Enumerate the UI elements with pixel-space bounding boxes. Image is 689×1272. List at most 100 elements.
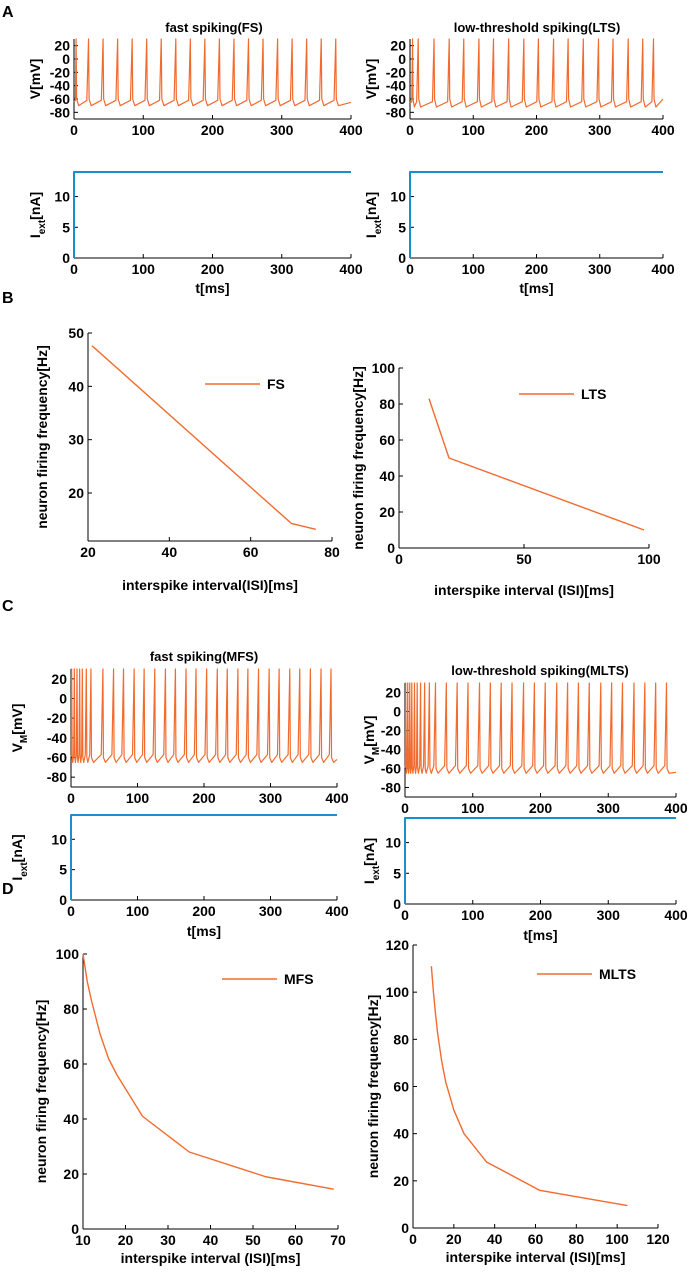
x-tick-label: 200: [529, 800, 553, 816]
panel-label-d: D: [2, 881, 14, 898]
y-tick-label: 10: [390, 189, 406, 205]
x-tick-label: 300: [588, 261, 612, 277]
y-tick-label: 120: [386, 937, 410, 953]
y-tick-label: -20: [381, 723, 401, 739]
voltage-trace: [404, 682, 677, 774]
chart-d1: 10 20 30 40 50 60 70 0 20 40 60 80 100 interspike int…: [33, 946, 346, 1266]
y-tick-label: 100: [386, 984, 410, 1000]
y-axis-label: VM[mV]: [9, 704, 30, 753]
x-tick-label: 50: [245, 1232, 261, 1248]
x-tick-label: 100: [461, 907, 485, 923]
y-tick-label: -60: [47, 750, 67, 766]
current-trace: [404, 817, 676, 904]
y-tick-label: 30: [68, 432, 84, 448]
y-tick-label: -40: [381, 742, 401, 758]
y-tick-label: 0: [393, 704, 401, 720]
x-tick-label: 100: [462, 261, 486, 277]
x-tick-label: 0: [406, 261, 414, 277]
x-axis-label: t[ms]: [519, 280, 553, 296]
x-tick-label: 20: [446, 1231, 462, 1247]
x-tick-label: 40: [203, 1232, 219, 1248]
y-tick-label: 5: [59, 862, 67, 878]
x-tick-label: 40: [162, 544, 178, 560]
y-tick-label: 5: [398, 219, 406, 235]
x-tick-label: 0: [70, 261, 78, 277]
y-axis-label: neuron firing frequency[Hz]: [34, 345, 50, 529]
y-tick-label: 10: [54, 189, 70, 205]
chart-c4: 0 100 200 300 400 0 5 10 t[ms] Iext[nA]: [361, 817, 688, 943]
y-tick-label: 60: [393, 1079, 409, 1095]
voltage-trace: [409, 38, 664, 108]
x-axis-label: interspike interval(ISI)[ms]: [122, 577, 298, 593]
y-axis-label: V[mV]: [27, 59, 43, 99]
y-tick-label: 80: [379, 396, 395, 412]
x-tick-label: 100: [126, 903, 150, 919]
y-tick-label: 0: [62, 250, 70, 266]
y-tick-label: 100: [56, 946, 80, 962]
y-tick-label: 20: [51, 671, 67, 687]
chart-a2: 0 100 200 300 400 0 5 10 t[ms] Iext[nA]: [27, 171, 363, 296]
legend-label: LTS: [581, 386, 606, 402]
current-trace: [73, 171, 351, 258]
x-tick-label: 100: [461, 800, 485, 816]
x-tick-label: 0: [406, 122, 414, 138]
y-tick-label: -20: [47, 710, 67, 726]
x-tick-label: 300: [259, 903, 283, 919]
y-axis-label: Iext[nA]: [363, 192, 384, 238]
panel-label-a: A: [2, 4, 14, 21]
voltage-trace: [70, 668, 338, 764]
x-tick-label: 400: [651, 122, 675, 138]
legend-label: MFS: [284, 971, 314, 987]
x-tick-label: 400: [664, 800, 688, 816]
x-tick-label: 200: [192, 903, 216, 919]
y-tick-label: 0: [59, 691, 67, 707]
x-tick-label: 400: [339, 261, 363, 277]
x-tick-label: 400: [325, 903, 349, 919]
x-tick-label: 20: [80, 544, 96, 560]
y-tick-label: 100: [372, 360, 396, 376]
x-tick-label: 300: [588, 122, 612, 138]
x-tick-label: 100: [462, 122, 486, 138]
y-tick-label: 10: [385, 835, 401, 851]
chart-title: fast spiking(MFS): [150, 649, 258, 664]
y-tick-label: 20: [379, 504, 395, 520]
y-tick-label: 5: [393, 865, 401, 881]
y-tick-label: 40: [68, 378, 84, 394]
y-tick-label: 60: [63, 1056, 79, 1072]
y-tick-label: -20: [386, 64, 406, 80]
y-tick-label: 80: [63, 1001, 79, 1017]
x-tick-label: 100: [132, 122, 156, 138]
chart-b2: 0 50 100 0 20 40 60 80 100 interspike interval (I…: [350, 360, 661, 598]
x-tick-label: 100: [605, 1231, 629, 1247]
x-axis-label: t[ms]: [187, 923, 221, 939]
y-axis-label: neuron firing frequency[Hz]: [33, 1000, 49, 1184]
x-tick-label: 300: [270, 261, 294, 277]
chart-c2: 0 100 200 300 400 0 5 10 t[ms] Iext[nA]: [9, 814, 349, 939]
chart-title: low-threshold spiking(MLTS): [451, 663, 628, 678]
y-tick-label: 20: [390, 38, 406, 54]
current-trace: [409, 171, 663, 258]
y-tick-label: -80: [386, 104, 406, 120]
x-tick-label: 10: [75, 1232, 91, 1248]
x-tick-label: 200: [529, 907, 553, 923]
y-tick-label: 20: [393, 1173, 409, 1189]
x-tick-label: 200: [525, 261, 549, 277]
y-tick-label: 0: [59, 892, 67, 908]
chart-a3: 0 100 200 300 400200-20-40-60-80low-threshol…: [363, 20, 675, 138]
y-axis-label: neuron firing frequency[Hz]: [350, 366, 366, 550]
y-tick-label: -80: [47, 769, 67, 785]
y-tick-label: 20: [54, 38, 70, 54]
x-axis-label: t[ms]: [523, 927, 557, 943]
y-axis-label: neuron firing frequency[Hz]: [365, 995, 381, 1179]
x-tick-label: 30: [160, 1232, 176, 1248]
y-tick-label: 60: [379, 432, 395, 448]
x-tick-label: 120: [646, 1231, 670, 1247]
x-tick-label: 0: [70, 122, 78, 138]
chart-b1: 20 40 60 80 20 30 40 50 interspike interval(ISI)…: [34, 325, 340, 593]
y-tick-label: -60: [50, 91, 70, 107]
x-tick-label: 200: [525, 122, 549, 138]
x-tick-label: 60: [528, 1231, 544, 1247]
x-axis-label: interspike interval (ISI)[ms]: [121, 1250, 301, 1266]
